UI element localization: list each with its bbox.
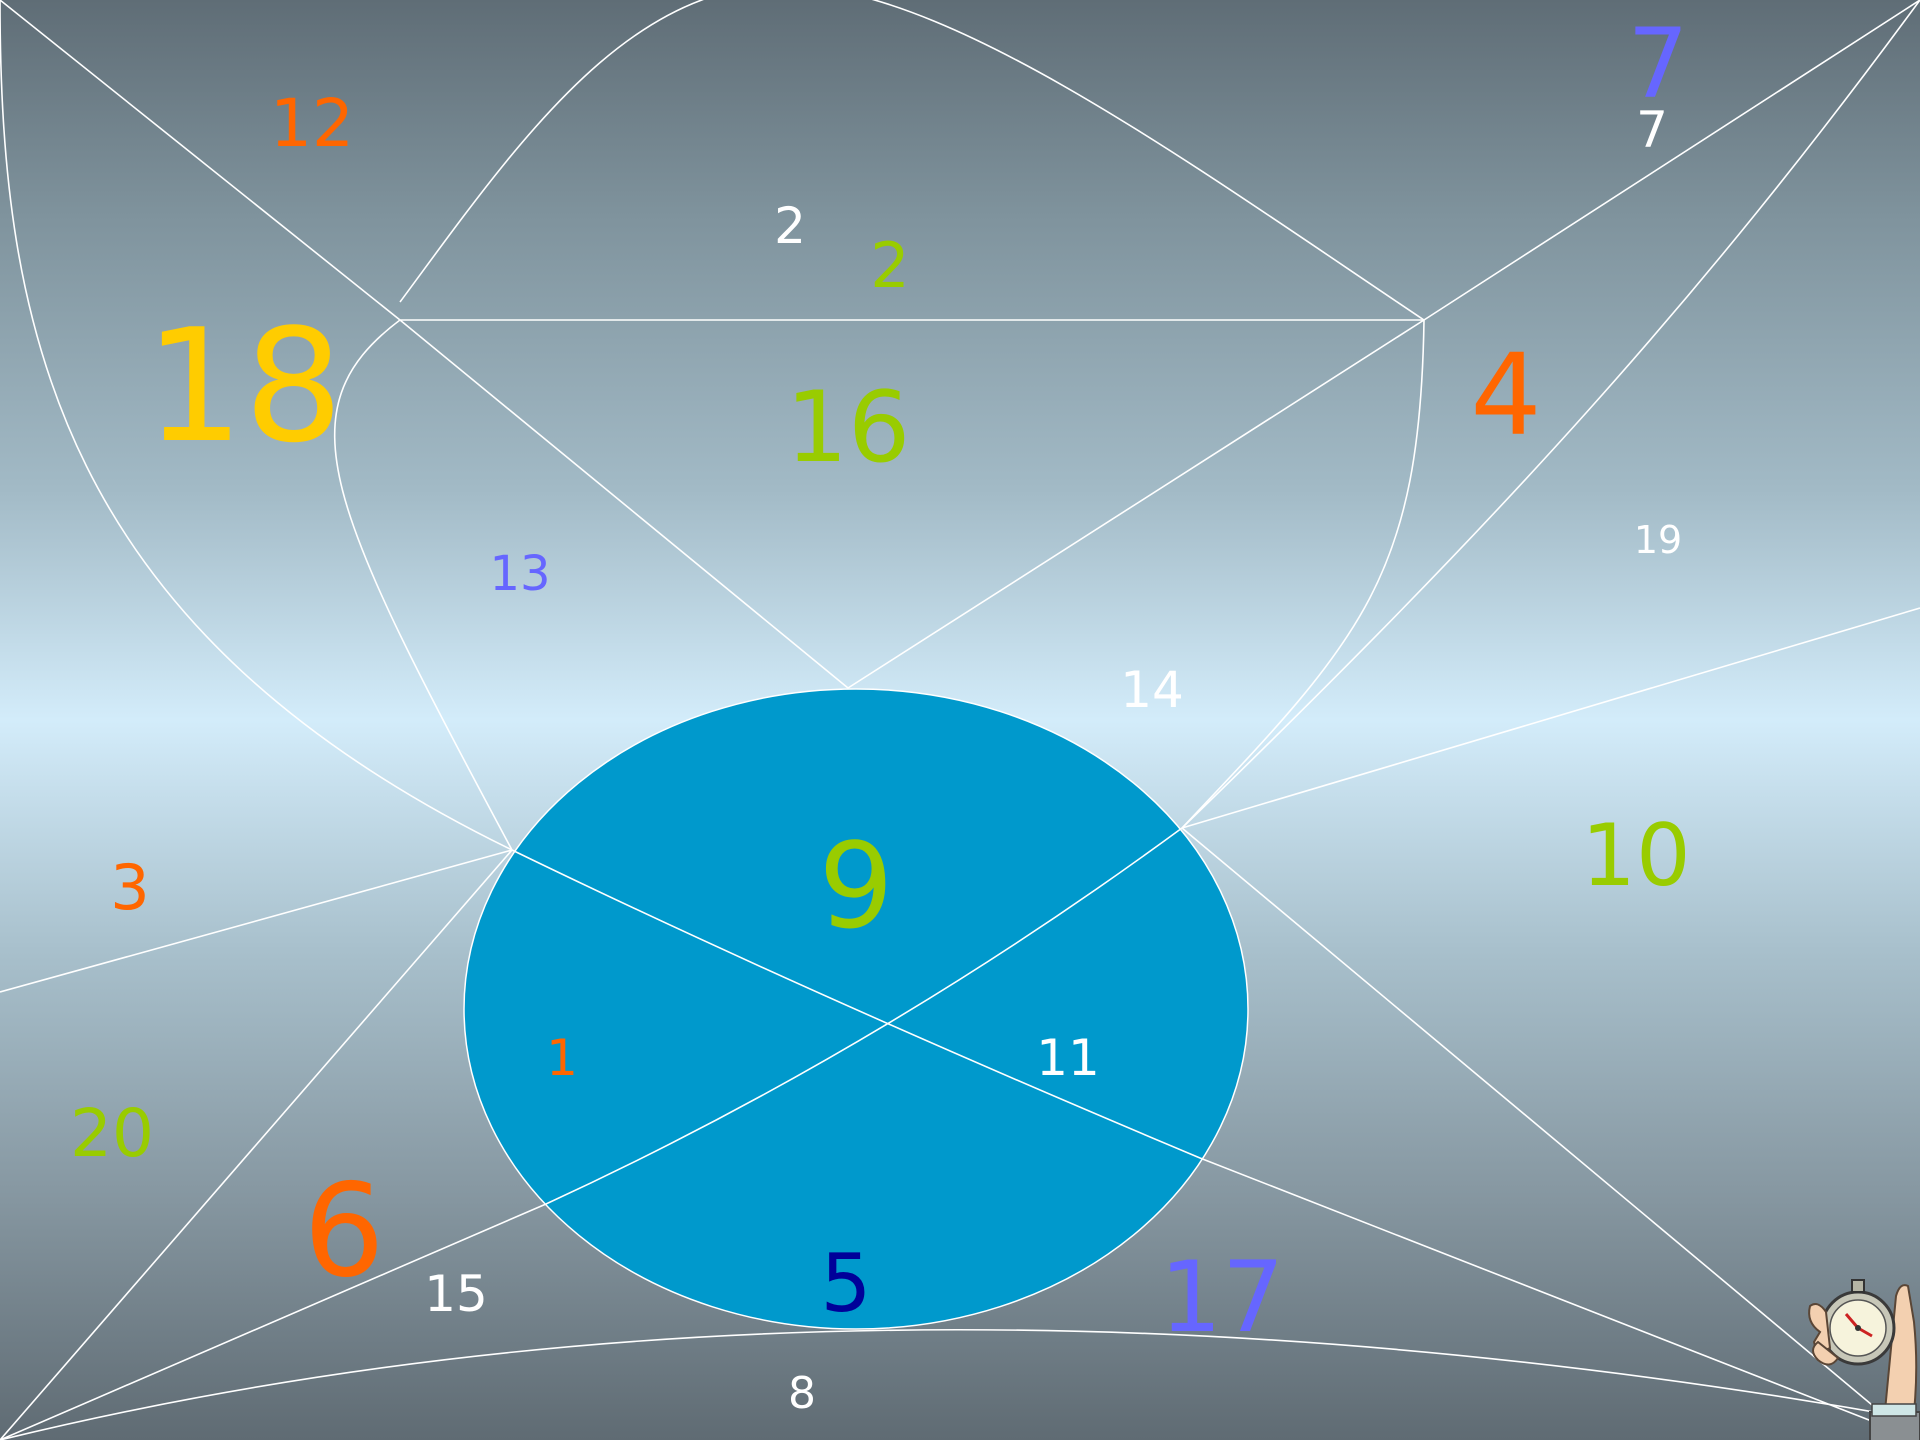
- number-label: 12: [270, 85, 354, 162]
- number-label: 7: [1636, 101, 1668, 159]
- right-inner-curve: [1181, 319, 1425, 829]
- number-label: 7: [1627, 8, 1689, 120]
- triangle-line-left: [399, 319, 849, 689]
- number-label: 6: [303, 1157, 385, 1306]
- curve-left-cross: [511, 849, 1920, 1440]
- number-label: 11: [1036, 1029, 1100, 1087]
- right-horizontal-line: [1181, 607, 1920, 829]
- right-down-line: [1181, 827, 1891, 1421]
- number-label: 15: [424, 1265, 488, 1323]
- number-label: 1: [546, 1029, 578, 1087]
- number-label: 2: [870, 229, 910, 302]
- triangle-line-right: [847, 319, 1425, 689]
- right-big-curve: [1181, 0, 1920, 829]
- top-arch-curve: [399, 0, 1425, 321]
- left-big-curve: [0, 0, 513, 851]
- number-label: 8: [788, 1368, 816, 1419]
- number-label: 20: [70, 1095, 154, 1172]
- number-label: 14: [1120, 661, 1184, 719]
- number-label: 16: [785, 371, 911, 485]
- number-label: 17: [1159, 1241, 1285, 1355]
- number-label: 5: [820, 1237, 872, 1330]
- number-label: 10: [1581, 806, 1691, 906]
- number-label: 9: [818, 817, 894, 955]
- number-label: 4: [1470, 331, 1542, 461]
- bottom-curve: [0, 1328, 1920, 1440]
- diagonal-line-tl: [0, 0, 401, 321]
- number-label: 2: [774, 197, 806, 255]
- number-label: 19: [1633, 518, 1683, 562]
- number-label: 13: [489, 546, 551, 602]
- curve-right-cross: [0, 827, 1183, 1440]
- left-down-line: [0, 849, 513, 1440]
- number-label: 3: [110, 851, 150, 924]
- stopwatch-in-hand-icon: [1808, 1279, 1920, 1440]
- left-inner-curve: [334, 319, 513, 851]
- number-label: 18: [144, 295, 344, 477]
- diagonal-line-tr: [1423, 0, 1920, 321]
- left-horizontal-line: [0, 849, 513, 993]
